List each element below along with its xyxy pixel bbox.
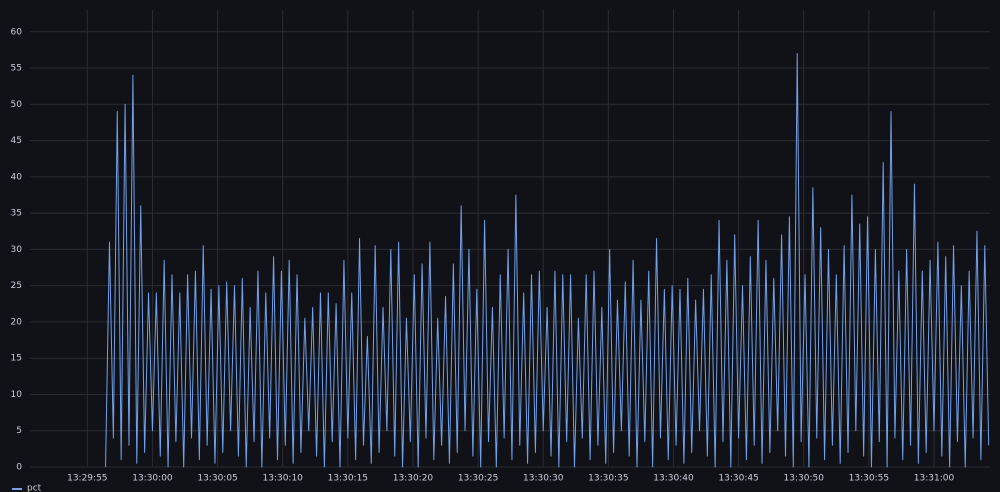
- y-tick-label: 35: [11, 209, 22, 219]
- y-tick-label: 60: [11, 27, 23, 37]
- legend-label: pct: [27, 484, 42, 492]
- y-tick-label: 55: [11, 64, 22, 74]
- y-tick-label: 10: [11, 390, 23, 400]
- x-tick-label: 13:30:10: [262, 474, 303, 484]
- x-tick-label: 13:29:55: [67, 474, 107, 484]
- y-tick-label: 25: [11, 281, 22, 291]
- x-tick-label: 13:30:15: [328, 474, 368, 484]
- x-tick-label: 13:30:25: [458, 474, 498, 484]
- x-tick-label: 13:30:55: [849, 474, 889, 484]
- x-tick-label: 13:30:40: [653, 474, 694, 484]
- x-tick-label: 13:30:50: [784, 474, 825, 484]
- y-tick-label: 0: [16, 463, 22, 473]
- x-tick-label: 13:30:30: [523, 474, 564, 484]
- x-tick-label: 13:30:35: [588, 474, 628, 484]
- y-tick-label: 15: [11, 354, 22, 364]
- y-tick-label: 20: [11, 317, 23, 327]
- x-tick-label: 13:30:05: [197, 474, 237, 484]
- x-tick-label: 13:30:20: [393, 474, 434, 484]
- x-tick-label: 13:30:00: [132, 474, 173, 484]
- y-tick-label: 50: [11, 100, 23, 110]
- x-tick-label: 13:30:45: [718, 474, 758, 484]
- y-tick-label: 5: [16, 426, 22, 436]
- x-tick-label: 13:31:00: [914, 474, 955, 484]
- y-tick-label: 30: [11, 245, 23, 255]
- series-line: [105, 53, 990, 468]
- y-tick-label: 45: [11, 136, 22, 146]
- y-tick-label: 40: [11, 172, 23, 182]
